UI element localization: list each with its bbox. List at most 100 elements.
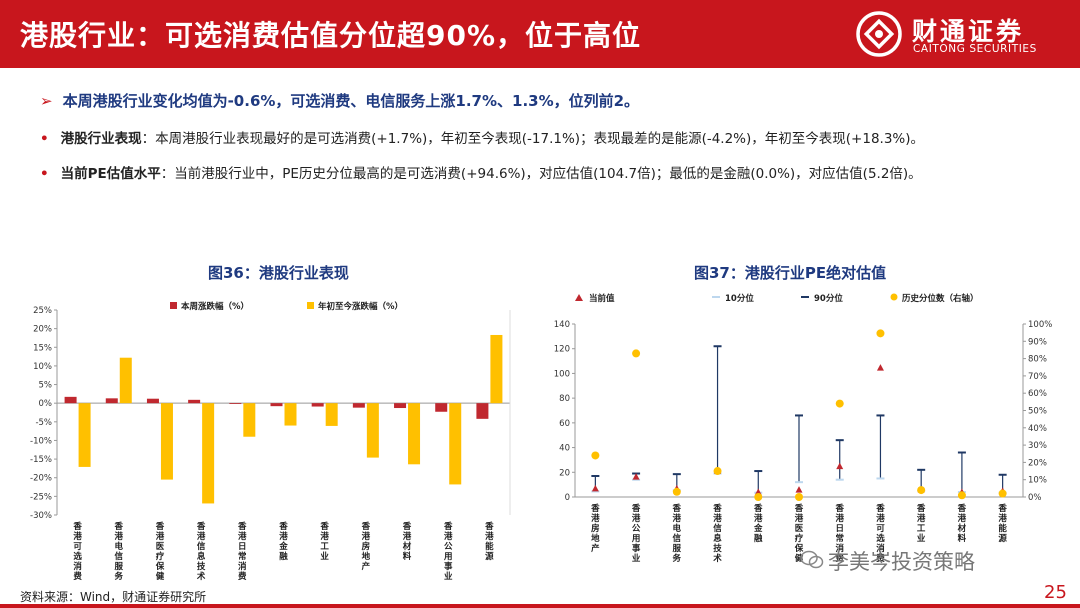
x-category-label: 香港工业: [916, 503, 926, 544]
x-category-label: 香港可选消费: [72, 521, 82, 582]
arrow-icon: ➢: [40, 92, 53, 110]
bullet-industry-performance: • 港股行业表现：本周港股行业表现最好的是可选消费(+1.7%)，年初至今表现(-…: [40, 127, 924, 147]
legend-marker-current: [575, 294, 583, 301]
chart37-pe-chart: 0 20 40 60 80 100 120 140 0% 10% 20% 30% 40% 50% 60% 70…: [554, 293, 1053, 564]
x-category-label: 香港房地产: [590, 503, 600, 554]
y-tick-label: 15%: [33, 343, 52, 353]
headline-text: 本周港股行业变化均值为-0.6%，可选消费、电信服务上涨1.7%、1.3%，位列…: [62, 92, 640, 110]
y2-tick-label: 80%: [1028, 355, 1047, 365]
y-tick-label: -30%: [30, 511, 52, 521]
y-tick-label: 20: [559, 468, 570, 478]
marker-historical-percentile: [754, 493, 763, 501]
marker-historical-percentile: [835, 399, 844, 408]
x-category-label: 香港工业: [319, 521, 329, 562]
bar-ytd-change: [366, 403, 379, 458]
bar-ytd-change: [78, 403, 91, 467]
x-category-label: 香港电信服务: [114, 521, 124, 582]
y2-tick-label: 50%: [1028, 407, 1047, 417]
marker-historical-percentile: [795, 493, 803, 501]
title-bar: 港股行业：可选消费估值分位超90%，位于高位 财通证券 CAITONG SECU…: [0, 0, 1080, 68]
legend-label-percentile: 历史分位数（右轴）: [902, 293, 979, 304]
bar-ytd-change: [202, 403, 215, 504]
bar-ytd-change: [408, 403, 421, 465]
summary-headline: ➢ 本周港股行业变化均值为-0.6%，可选消费、电信服务上涨1.7%、1.3%，位…: [40, 90, 639, 111]
y-tick-label: 100: [554, 369, 570, 379]
x-category-label: 香港公用事业: [443, 521, 453, 582]
x-category-label: 香港材料: [402, 521, 412, 562]
chart36-bar-chart: -30% -25% -20% -15% -10% -5% 0% 5% 10% 15% 20% 25% 本…: [30, 301, 511, 582]
x-category-label: 香港能源: [484, 521, 494, 562]
x-category-label: 香港日常消费: [237, 521, 247, 582]
bullet2-label: 当前PE估值水平: [60, 166, 161, 182]
bullet-dot-icon: •: [40, 166, 49, 182]
legend-label-weekly: 本周涨跌幅（%）: [181, 301, 249, 312]
x-category-label: 香港医疗保健: [794, 503, 804, 564]
legend-label-ytd: 年初至今涨跌幅（%）: [318, 301, 403, 312]
marker-historical-percentile: [957, 491, 966, 500]
chart37-title: 图37：港股行业PE绝对估值: [694, 264, 887, 282]
x-category-label: 香港医疗保健: [155, 521, 165, 582]
y2-tick-label: 10%: [1028, 476, 1047, 486]
legend-label-current: 当前值: [589, 293, 615, 304]
marker-historical-percentile: [917, 486, 926, 495]
x-category-label: 香港能源: [997, 503, 1007, 544]
y-tick-label: 40: [559, 444, 570, 454]
y2-tick-label: 100%: [1028, 320, 1052, 330]
x-category-label: 香港可选消费: [875, 503, 885, 564]
marker-historical-percentile: [672, 487, 681, 496]
y-tick-label: 25%: [33, 306, 52, 316]
x-category-label: 香港金融: [753, 503, 763, 544]
caitong-logo-icon: [856, 11, 902, 57]
bar-weekly-change: [476, 403, 489, 419]
x-category-label: 香港公用事业: [631, 503, 641, 564]
bar-weekly-change: [394, 403, 407, 409]
y-tick-label: -5%: [35, 418, 52, 428]
marker-current-value: [836, 462, 844, 470]
bar-ytd-change: [119, 357, 132, 404]
bottom-rule: [0, 604, 1080, 608]
y2-tick-label: 70%: [1028, 372, 1047, 382]
legend-label-p10: 10分位: [725, 293, 754, 304]
x-category-label: 香港电信服务: [672, 503, 682, 564]
caitong-logo: 财通证券 CAITONG SECURITIES: [856, 9, 1066, 59]
y-tick-label: -20%: [30, 474, 52, 484]
chart36-title: 图36：港股行业表现: [208, 264, 349, 282]
bar-weekly-change: [229, 403, 242, 404]
y-tick-label: 10%: [33, 362, 52, 372]
legend-marker-percentile: [890, 293, 898, 301]
bar-weekly-change: [64, 396, 77, 404]
bar-ytd-change: [243, 403, 256, 437]
bar-weekly-change: [105, 398, 118, 404]
marker-historical-percentile: [998, 489, 1007, 498]
y-tick-label: 120: [554, 345, 570, 355]
y-tick-label: -25%: [30, 492, 52, 502]
y-tick-label: 5%: [39, 381, 53, 391]
bullet-dot-icon: •: [40, 131, 49, 147]
y-tick-label: -15%: [30, 455, 52, 465]
source-note: 资料来源：Wind，财通证券研究所: [20, 590, 207, 604]
y-tick-label: 60: [559, 419, 570, 429]
logo-en-text: CAITONG SECURITIES: [913, 43, 1037, 55]
y-tick-label: 80: [559, 394, 570, 404]
y-tick-label: -10%: [30, 436, 52, 446]
bar-weekly-change: [435, 403, 448, 412]
marker-historical-percentile: [713, 467, 722, 476]
x-category-label: 香港信息技术: [196, 521, 206, 582]
legend-label-p90: 90分位: [814, 293, 843, 304]
bar-ytd-change: [160, 403, 173, 480]
y-tick-label: 0%: [39, 399, 53, 409]
x-category-label: 香港信息技术: [712, 503, 722, 564]
marker-current-value: [591, 484, 599, 492]
legend-swatch-weekly: [170, 302, 177, 309]
marker-current-value: [795, 486, 803, 493]
y2-tick-label: 0%: [1028, 493, 1042, 503]
bar-ytd-change: [490, 334, 503, 404]
page-number: 25: [1044, 582, 1067, 603]
marker-current-value: [876, 364, 884, 371]
legend-swatch-ytd: [307, 302, 314, 309]
bar-weekly-change: [146, 398, 159, 404]
y2-tick-label: 20%: [1028, 458, 1047, 468]
y2-tick-label: 30%: [1028, 441, 1047, 451]
bar-weekly-change: [188, 399, 201, 404]
logo-cn-text: 财通证券: [912, 17, 1025, 46]
